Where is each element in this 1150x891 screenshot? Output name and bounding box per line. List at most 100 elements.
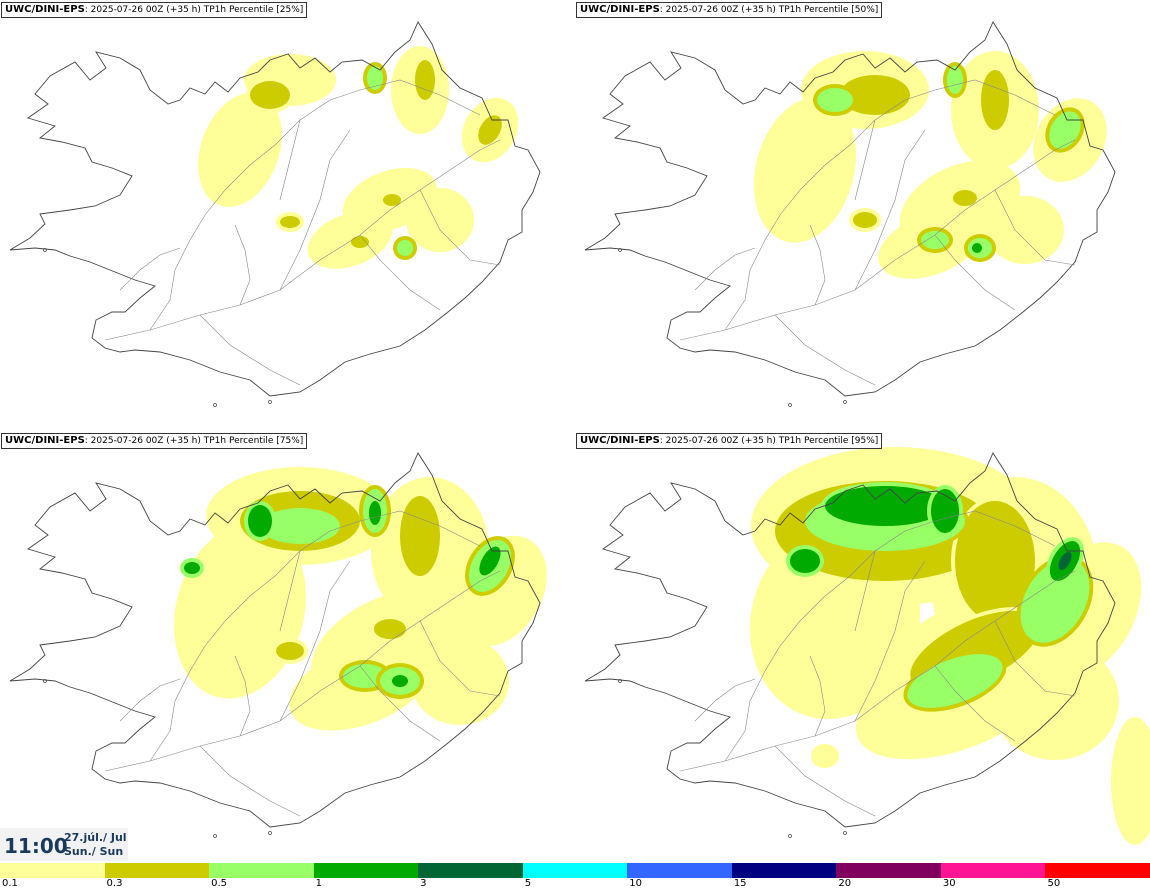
precip-cell — [972, 243, 982, 253]
panel-title: UWC/DINI-EPS: 2025-07-26 00Z (+35 h) TP1… — [576, 433, 883, 449]
precip-map — [9, 21, 541, 407]
precip-cell — [374, 619, 406, 639]
road-line — [774, 745, 876, 817]
precip-cell — [280, 216, 300, 228]
road-line — [774, 314, 876, 386]
coastline — [584, 21, 1116, 397]
valid-date: 27.júl./ Jul Sun./ Sun — [64, 831, 127, 859]
road-line — [854, 560, 926, 722]
precip-cell — [369, 501, 381, 525]
precip-cell — [410, 192, 470, 248]
precip-cell — [178, 527, 302, 695]
precip-cell — [250, 81, 290, 109]
legend-swatch — [0, 863, 106, 878]
road-line — [419, 620, 501, 697]
map-panel-p75: UWC/DINI-EPS: 2025-07-26 00Z (+35 h) TP1… — [0, 431, 575, 862]
panel-title: UWC/DINI-EPS: 2025-07-26 00Z (+35 h) TP1… — [1, 2, 308, 18]
precip-cell — [276, 642, 304, 660]
panel-title: UWC/DINI-EPS: 2025-07-26 00Z (+35 h) TP1… — [576, 2, 883, 18]
legend-tick-label: 15 — [733, 878, 747, 889]
precip-map — [584, 447, 1150, 845]
precip-cell — [990, 200, 1060, 260]
island — [843, 831, 847, 835]
precip-cell — [400, 496, 440, 576]
road-line — [149, 79, 481, 331]
road-line — [934, 665, 1016, 742]
road-line — [994, 189, 1076, 266]
precip-cell — [1020, 559, 1090, 643]
precip-cell — [415, 60, 435, 100]
legend-tick-label: 30 — [942, 878, 956, 889]
map-panel-p25: UWC/DINI-EPS: 2025-07-26 00Z (+35 h) TP1… — [0, 0, 575, 431]
road-line — [724, 510, 1056, 762]
precip-cell — [1058, 551, 1072, 571]
map-panel-p50: UWC/DINI-EPS: 2025-07-26 00Z (+35 h) TP1… — [575, 0, 1150, 431]
precip-cell — [478, 115, 502, 145]
legend-swatch — [836, 863, 942, 878]
road-line — [854, 119, 876, 201]
coastline — [584, 452, 1116, 828]
road-line — [119, 678, 181, 722]
road-line — [104, 139, 501, 341]
road-line — [359, 665, 441, 742]
road-line — [119, 247, 181, 291]
road-line — [724, 79, 1056, 331]
road-line — [279, 550, 301, 632]
legend-swatch — [104, 863, 211, 878]
island — [213, 403, 217, 407]
legend-swatch — [627, 863, 733, 878]
island — [618, 248, 622, 252]
panel-title: UWC/DINI-EPS: 2025-07-26 00Z (+35 h) TP1… — [1, 433, 308, 449]
coastline — [9, 21, 541, 397]
valid-date-line2: Sun./ Sun — [64, 845, 124, 858]
precip-cell — [202, 96, 278, 204]
precip-cell — [392, 675, 408, 687]
road-line — [934, 234, 1016, 311]
island — [618, 679, 622, 683]
precip-cell — [757, 101, 853, 239]
legend-tick-label: 5 — [524, 878, 532, 889]
valid-time-box: 11:00 27.júl./ Jul Sun./ Sun — [0, 828, 128, 861]
precip-cell — [790, 549, 820, 573]
legend-tick-label: 0.1 — [2, 878, 18, 889]
legend-swatch — [418, 863, 524, 878]
road-line — [679, 570, 1076, 772]
legend-swatch — [731, 863, 838, 878]
legend-tick-label: 50 — [1047, 878, 1061, 889]
color-legend: 0.1 0.3 0.5 1 3 5 10 15 20 30 50 — [0, 862, 1150, 891]
precip-cell — [479, 546, 501, 576]
legend-tick-label: 0.5 — [211, 878, 227, 889]
legend-swatch — [313, 863, 420, 878]
road-line — [104, 570, 501, 772]
road-line — [694, 247, 756, 291]
precip-cell — [907, 654, 1003, 708]
precip-cell — [817, 88, 853, 112]
legend-tick-label: 0.3 — [106, 878, 123, 889]
road-line — [809, 224, 826, 306]
precip-cell — [1115, 721, 1150, 841]
coastline — [9, 452, 541, 828]
island — [268, 400, 272, 404]
legend-swatch — [1045, 863, 1150, 878]
precip-cell — [840, 75, 910, 115]
road-line — [854, 129, 926, 291]
valid-time: 11:00 — [4, 834, 68, 858]
legend-swatch — [209, 863, 315, 878]
precip-cell — [383, 194, 401, 206]
precip-cell — [931, 489, 959, 533]
road-line — [419, 189, 501, 266]
legend-tick-label: 3 — [420, 878, 427, 889]
precip-cell — [955, 501, 1035, 621]
precip-cell — [921, 231, 949, 249]
valid-date-line1: 27.júl./ Jul — [64, 831, 127, 844]
island — [788, 403, 792, 407]
precip-cell — [397, 240, 413, 256]
road-line — [199, 745, 301, 817]
map-panel-p95: UWC/DINI-EPS: 2025-07-26 00Z (+35 h) TP1… — [575, 431, 1150, 862]
island — [43, 679, 47, 683]
island — [43, 248, 47, 252]
precip-map — [584, 21, 1116, 407]
precip-cell — [351, 236, 369, 248]
island — [843, 400, 847, 404]
road-line — [279, 119, 301, 201]
